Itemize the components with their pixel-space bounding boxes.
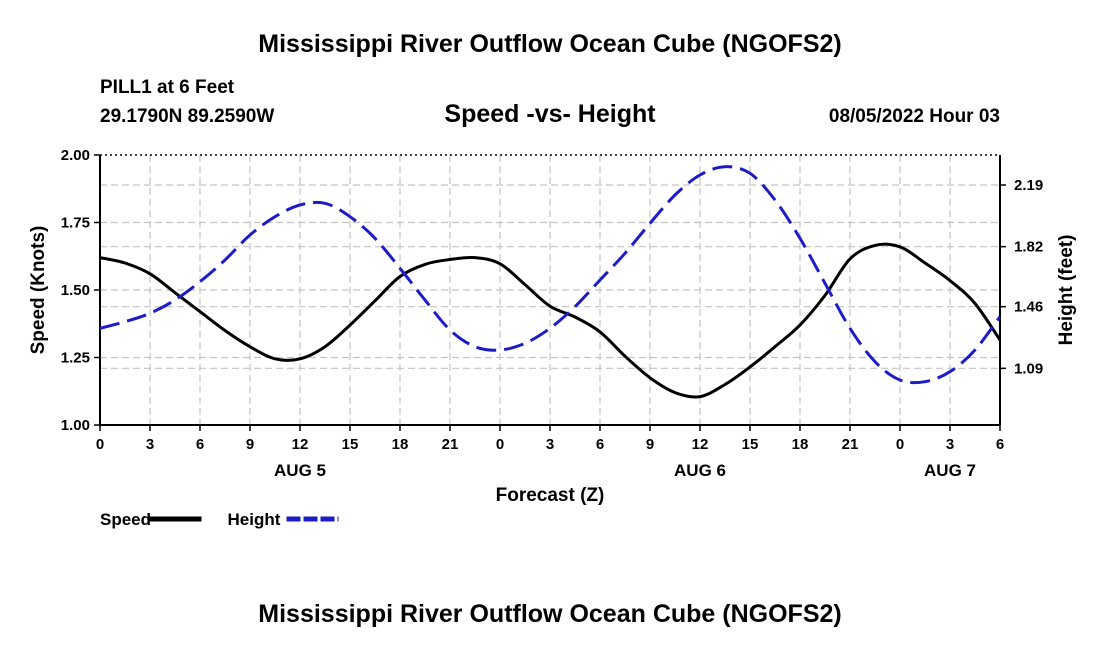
x-tick-label: 3 bbox=[946, 436, 954, 453]
x-tick-label: 3 bbox=[546, 436, 554, 453]
series-line-speed bbox=[99, 242, 1002, 399]
station-label: PILL1 at 6 Feet bbox=[100, 77, 235, 98]
date-label: AUG 5 bbox=[274, 461, 326, 480]
x-tick-label: 3 bbox=[146, 436, 154, 453]
y2-axis-title: Height (feet) bbox=[1056, 235, 1077, 346]
chart-title-repeat: Mississippi River Outflow Ocean Cube (NG… bbox=[258, 600, 842, 628]
y2-tick-label: 1.82 bbox=[1014, 239, 1043, 256]
y2-tick-label: 1.09 bbox=[1014, 360, 1043, 377]
x-tick-label: 0 bbox=[96, 436, 104, 453]
x-tick-label: 18 bbox=[792, 436, 809, 453]
x-tick-label: 0 bbox=[896, 436, 904, 453]
chart-subtitle: Speed -vs- Height bbox=[444, 100, 656, 128]
x-tick-label: 21 bbox=[842, 436, 859, 453]
x-tick-label: 6 bbox=[196, 436, 204, 453]
x-tick-label: 15 bbox=[342, 436, 359, 453]
forecast-datetime: 08/05/2022 Hour 03 bbox=[828, 106, 1000, 127]
date-label: AUG 6 bbox=[674, 461, 726, 480]
y-tick-label: 2.00 bbox=[61, 147, 90, 164]
series-line-height bbox=[99, 165, 1002, 385]
y-tick-label: 1.75 bbox=[61, 215, 90, 232]
x-tick-label: 9 bbox=[246, 436, 254, 453]
x-tick-label: 18 bbox=[392, 436, 409, 453]
x-tick-label: 0 bbox=[496, 436, 504, 453]
x-tick-label: 21 bbox=[442, 436, 459, 453]
x-tick-label: 6 bbox=[996, 436, 1004, 453]
y-tick-label: 1.50 bbox=[61, 282, 90, 299]
y2-tick-label: 1.46 bbox=[1014, 299, 1043, 316]
x-tick-label: 12 bbox=[292, 436, 309, 453]
date-label: AUG 7 bbox=[924, 461, 976, 480]
coordinates-label: 29.1790N 89.2590W bbox=[100, 106, 275, 127]
y2-tick-label: 2.19 bbox=[1014, 177, 1043, 194]
x-tick-label: 6 bbox=[596, 436, 604, 453]
y-axis-title: Speed (Knots) bbox=[28, 226, 49, 355]
x-tick-label: 15 bbox=[742, 436, 759, 453]
legend-label-speed: Speed bbox=[100, 510, 151, 529]
legend-label-height: Height bbox=[228, 510, 281, 529]
chart-title: Mississippi River Outflow Ocean Cube (NG… bbox=[258, 30, 842, 58]
x-tick-label: 9 bbox=[646, 436, 654, 453]
x-tick-label: 12 bbox=[692, 436, 709, 453]
y-tick-label: 1.25 bbox=[61, 350, 90, 367]
x-axis-title: Forecast (Z) bbox=[496, 485, 605, 506]
y-tick-label: 1.00 bbox=[61, 417, 90, 434]
